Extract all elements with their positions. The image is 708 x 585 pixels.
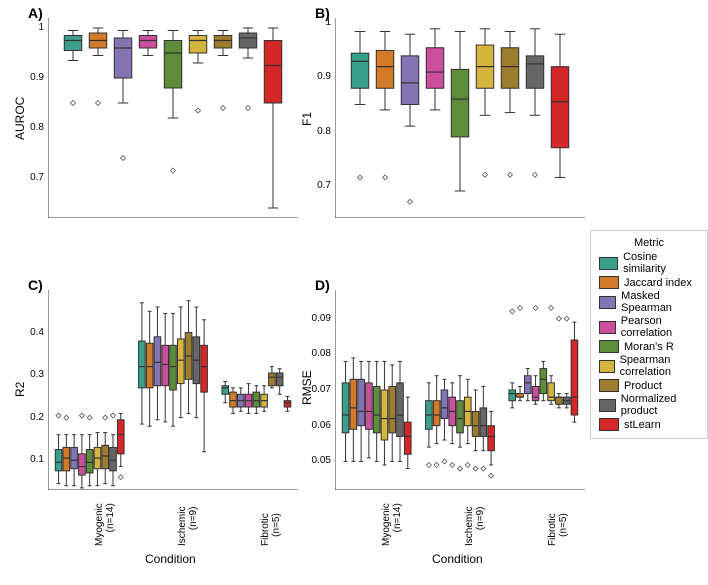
condition-label: Ischemic (n=9) [177, 507, 199, 546]
legend-label: Jaccard index [624, 277, 692, 289]
legend-item: stLearn [599, 418, 699, 431]
ytick-label: 0.7 [303, 180, 331, 191]
legend-label: Masked Spearman [621, 290, 699, 314]
panel-d-label: D) [315, 277, 330, 293]
panel-b-svg [335, 18, 585, 218]
ytick-label: 0.2 [16, 412, 44, 423]
ytick-label: 0.9 [16, 72, 44, 83]
legend-item: Masked Spearman [599, 290, 699, 314]
legend-item: Moran's R [599, 340, 699, 353]
legend-swatch [599, 296, 616, 309]
panel-d-svg [335, 290, 585, 490]
condition-label: Myogenic (n=14) [94, 503, 116, 546]
legend-swatch [599, 399, 616, 412]
condition-label: Myogenic (n=14) [381, 503, 403, 546]
ytick-label: 0.05 [303, 455, 331, 466]
panel-c [48, 290, 298, 490]
ytick-label: 0.4 [16, 327, 44, 338]
legend-swatch [599, 340, 619, 353]
legend-label: Spearman correlation [620, 354, 699, 378]
ytick-label: 0.07 [303, 384, 331, 395]
legend: Metric Cosine similarity Jaccard indexMas… [590, 230, 708, 439]
legend-label: Product [624, 380, 662, 392]
ytick-label: 0.3 [16, 369, 44, 380]
panel-a [48, 18, 298, 218]
legend-item: Pearson correlation [599, 315, 699, 339]
ytick-label: 0.09 [303, 313, 331, 324]
condition-label: Fibrotic (n=5) [547, 513, 569, 546]
legend-item: Cosine similarity [599, 251, 699, 275]
legend-label: Cosine similarity [623, 251, 699, 275]
legend-label: Moran's R [624, 341, 674, 353]
legend-swatch [599, 257, 618, 270]
legend-label: Pearson correlation [621, 315, 699, 339]
panel-a-svg [48, 18, 298, 218]
legend-item: Normalized product [599, 393, 699, 417]
legend-item: Product [599, 379, 699, 392]
legend-label: Normalized product [621, 393, 699, 417]
panel-c-xlabel: Condition [145, 552, 196, 566]
panel-d [335, 290, 585, 490]
ytick-label: 0.1 [16, 454, 44, 465]
ytick-label: 1 [16, 22, 44, 33]
panel-b-ylabel: F1 [300, 112, 314, 126]
panel-a-label: A) [28, 5, 43, 21]
legend-swatch [599, 379, 619, 392]
ytick-label: 0.8 [16, 122, 44, 133]
ytick-label: 0.08 [303, 348, 331, 359]
ytick-label: 0.06 [303, 420, 331, 431]
panel-c-label: C) [28, 277, 43, 293]
legend-swatch [599, 276, 619, 289]
legend-label: stLearn [624, 419, 661, 431]
legend-swatch [599, 360, 615, 373]
panel-d-xlabel: Condition [432, 552, 483, 566]
legend-item: Spearman correlation [599, 354, 699, 378]
condition-label: Fibrotic (n=5) [260, 513, 282, 546]
legend-swatch [599, 321, 616, 334]
legend-title: Metric [599, 237, 699, 249]
panel-c-ylabel: R2 [13, 382, 27, 397]
ytick-label: 0.8 [303, 126, 331, 137]
condition-label: Ischemic (n=9) [464, 507, 486, 546]
panel-c-svg [48, 290, 298, 490]
figure: A) AUROC B) F1 C) R2 Condition D) RMSE C… [0, 0, 708, 585]
ytick-label: 1 [303, 17, 331, 28]
ytick-label: 0.9 [303, 71, 331, 82]
legend-swatch [599, 418, 619, 431]
panel-a-ylabel: AUROC [13, 97, 27, 140]
legend-item: Jaccard index [599, 276, 699, 289]
ytick-label: 0.7 [16, 172, 44, 183]
panel-b [335, 18, 585, 218]
